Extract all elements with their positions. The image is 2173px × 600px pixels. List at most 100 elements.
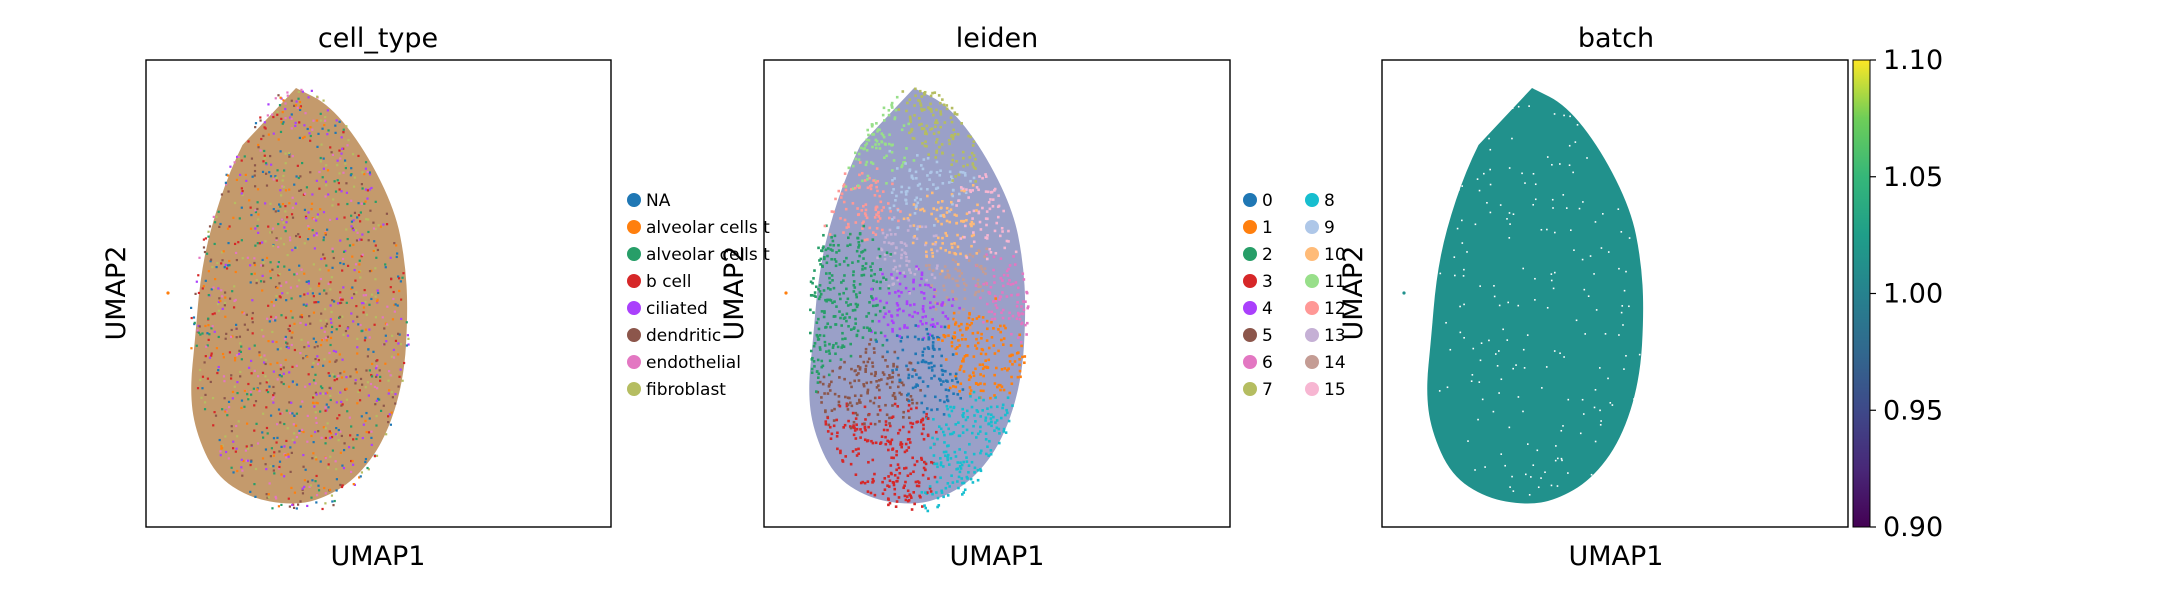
cell-point [1016, 375, 1020, 379]
cell-point [218, 297, 221, 300]
cell-point [284, 316, 288, 319]
cell-point [906, 326, 909, 330]
cell-point [837, 189, 841, 193]
cell-point [299, 295, 302, 298]
cell-point [309, 126, 312, 129]
cell-point [832, 419, 836, 422]
cell-point [857, 379, 861, 382]
panel-title: cell_type [318, 23, 438, 54]
cell-point [961, 150, 965, 154]
cell-point [312, 441, 315, 444]
cell-point [926, 156, 930, 160]
cell-point [809, 349, 813, 353]
cell-point [1006, 396, 1010, 400]
cell-point [362, 306, 366, 309]
cell-point [385, 223, 389, 226]
cell-point [898, 327, 902, 331]
cell-point [1020, 312, 1024, 315]
plot-frame [145, 59, 612, 528]
cell-point [902, 217, 906, 221]
cell-point [221, 259, 224, 262]
cell-point [976, 468, 980, 472]
cell-point [871, 361, 874, 365]
cell-point [340, 298, 343, 301]
cell-point [322, 99, 325, 102]
cell-point [856, 365, 860, 368]
legend-label: 11 [1324, 272, 1346, 292]
cell-point [263, 354, 266, 357]
cell-point [314, 411, 317, 414]
cell-point [985, 257, 989, 261]
cell-point [298, 121, 301, 124]
cell-point [256, 242, 259, 245]
cell-point [316, 95, 319, 98]
cell-point [207, 270, 210, 273]
cell-point [277, 408, 281, 411]
cell-point [878, 147, 882, 150]
cell-point [959, 186, 963, 189]
gap-point [1504, 464, 1506, 467]
cell-point [324, 436, 327, 440]
cell-point [913, 114, 916, 117]
cell-point [267, 339, 270, 343]
cell-point [853, 426, 856, 430]
cell-point [940, 489, 943, 493]
cell-point [840, 324, 843, 327]
cell-point [908, 213, 912, 217]
cell-point [841, 337, 844, 341]
gap-point [1524, 473, 1527, 476]
cell-point [828, 342, 831, 346]
cell-point [817, 317, 820, 321]
cell-point [978, 363, 982, 367]
cell-point [324, 406, 327, 409]
cell-point [999, 324, 1002, 328]
cell-point [837, 400, 841, 404]
cell-point [944, 276, 947, 279]
panel-leiden: leiden UMAP1 UMAP2 012345678910111213141… [719, 23, 1346, 572]
cell-point [329, 387, 332, 390]
cell-point [241, 193, 244, 197]
cell-point [913, 369, 917, 372]
cell-point [340, 152, 343, 155]
cell-point [339, 372, 342, 375]
cell-point [817, 287, 820, 291]
cell-point [339, 483, 342, 487]
cell-point [835, 418, 839, 422]
cell-point [887, 485, 891, 488]
cell-point [883, 240, 886, 244]
cell-point [338, 315, 342, 319]
cell-point [978, 175, 981, 178]
gap-point [1593, 273, 1595, 275]
cell-point [907, 186, 911, 190]
cell-point [278, 203, 281, 206]
cell-point [951, 277, 955, 281]
cell-point [272, 178, 275, 181]
cell-point [304, 112, 307, 115]
cell-point [237, 241, 240, 244]
cell-point [861, 227, 864, 230]
cell-point [305, 304, 308, 307]
cell-point [941, 311, 945, 314]
cell-point [280, 117, 283, 120]
cell-point [352, 483, 355, 486]
cell-point [231, 290, 234, 293]
cell-point [340, 301, 343, 304]
cell-point [307, 344, 310, 348]
cell-point [858, 173, 861, 177]
cell-point [302, 357, 305, 360]
gap-point [1508, 212, 1511, 214]
cell-point [389, 374, 392, 377]
cell-point [360, 183, 364, 186]
cell-point [905, 109, 908, 113]
cell-point [881, 133, 885, 137]
cell-point [828, 352, 831, 355]
cell-point [942, 450, 946, 454]
cell-point [342, 131, 345, 134]
cell-point [204, 355, 207, 358]
cell-point [957, 434, 961, 438]
cell-point [947, 427, 951, 431]
cell-point [846, 236, 850, 240]
cell-point [905, 255, 908, 259]
cell-point [933, 288, 936, 291]
cell-point [225, 450, 228, 454]
